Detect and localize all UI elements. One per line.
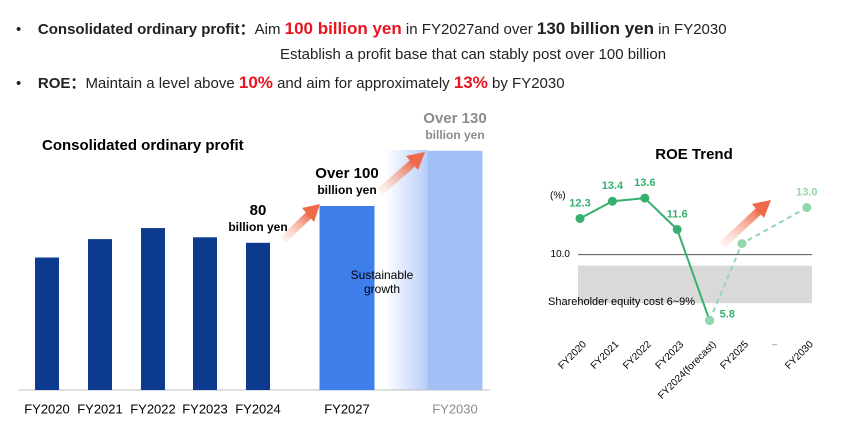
bar xyxy=(193,237,217,390)
x-break-label: – xyxy=(772,340,778,351)
point xyxy=(705,315,715,325)
x-tick-label: FY2025 xyxy=(718,339,751,372)
bullet-label: ROE： xyxy=(37,75,86,92)
chart-title: Consolidated ordinary profit xyxy=(42,137,244,154)
arrow xyxy=(719,200,771,248)
point xyxy=(737,239,747,249)
annotation: Sustainable growth xyxy=(350,268,414,296)
point xyxy=(802,203,812,213)
text: Aim xyxy=(254,21,285,38)
text: in FY2027and over xyxy=(401,21,537,38)
bar xyxy=(35,257,59,390)
text: Maintain a level above xyxy=(85,75,239,92)
arrow xyxy=(377,152,425,195)
text: and aim for approximately xyxy=(272,75,454,92)
value-label: 5.8 xyxy=(720,308,735,320)
series-line xyxy=(708,206,808,321)
bar xyxy=(427,150,483,390)
band-label: Shareholder equity cost 6~9% xyxy=(548,296,695,308)
x-tick-label: FY2030 xyxy=(432,401,478,416)
text: in FY2030 xyxy=(654,21,727,38)
text: by FY2030 xyxy=(487,75,565,92)
bullet-label: Consolidated ordinary profit： xyxy=(37,21,255,38)
value-label: Over 130 billion yen xyxy=(423,109,487,142)
x-tick-label: FY2024 xyxy=(235,401,281,416)
x-tick-label: FY2021 xyxy=(77,401,123,416)
bullet-note: Establish a profit base that can stably … xyxy=(280,46,667,63)
highlight: 13% xyxy=(453,73,488,92)
value-label: 13.6 xyxy=(634,177,655,189)
highlight: 130 billion yen xyxy=(536,19,655,38)
point xyxy=(640,193,650,203)
x-tick-label: FY2020 xyxy=(556,339,589,372)
x-tick-label: FY2030 xyxy=(783,339,816,372)
bar xyxy=(88,239,112,390)
bullet-row: • ROE：Maintain a level above 10% and aim… xyxy=(16,73,565,92)
chart-title: ROE Trend xyxy=(655,146,733,163)
x-tick-label: FY2024(forecast) xyxy=(656,339,718,401)
y-axis-label: (%) xyxy=(550,191,566,202)
x-tick-label: FY2022 xyxy=(130,401,176,416)
value-label: 80 billion yen xyxy=(228,201,288,234)
value-label: 12.3 xyxy=(569,197,590,209)
point xyxy=(607,196,617,206)
x-tick-label: FY2027 xyxy=(324,401,370,416)
highlight: 10% xyxy=(238,73,273,92)
band xyxy=(578,265,812,304)
x-tick-label: FY2022 xyxy=(621,339,654,372)
value-label: 11.6 xyxy=(667,208,688,220)
growth-fade xyxy=(385,150,428,390)
point xyxy=(672,224,682,234)
bar xyxy=(141,228,165,390)
bar xyxy=(246,242,270,390)
x-tick-label: FY2023 xyxy=(182,401,228,416)
highlight: 100 billion yen xyxy=(284,19,402,38)
x-tick-label: FY2020 xyxy=(24,401,70,416)
value-label: 13.0 xyxy=(796,186,817,198)
bullet-row: • Consolidated ordinary profit：Aim 100 b… xyxy=(16,19,727,38)
value-label: Over 100 billion yen xyxy=(315,165,379,198)
value-label: 13.4 xyxy=(602,180,624,192)
x-tick-label: FY2021 xyxy=(589,339,622,372)
bar xyxy=(319,206,375,390)
x-tick-label: FY2023 xyxy=(654,339,687,372)
arrow xyxy=(280,204,320,243)
y-tick-label: 10.0 xyxy=(551,249,571,260)
point xyxy=(575,214,585,224)
